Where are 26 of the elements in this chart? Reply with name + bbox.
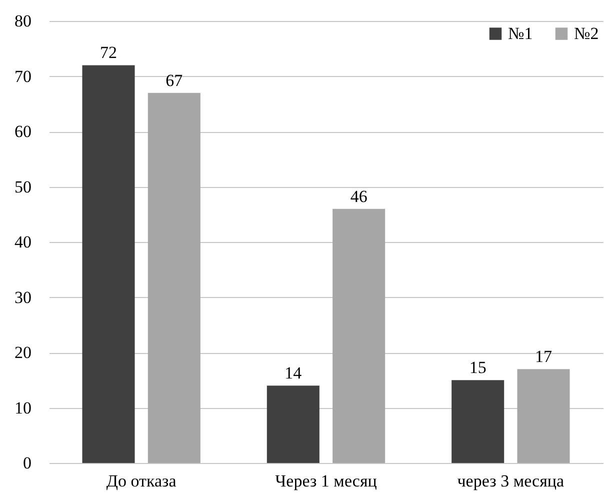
data-label: 67 — [166, 70, 184, 90]
x-tick-label: через 3 месяца — [457, 472, 565, 490]
data-label: 72 — [100, 43, 118, 62]
y-tick-label: 0 — [23, 454, 32, 472]
data-label: 17 — [534, 347, 552, 366]
bar — [452, 380, 504, 463]
bar — [332, 208, 386, 463]
legend-label: №2 — [574, 24, 599, 43]
data-label: 14 — [284, 364, 302, 383]
x-tick-label: До отказа — [106, 472, 177, 490]
y-tick-label: 60 — [14, 122, 32, 141]
data-label: 15 — [469, 358, 486, 378]
y-tick-label: 30 — [14, 288, 32, 307]
data-label: 46 — [350, 186, 368, 206]
y-tick-label: 80 — [14, 12, 32, 30]
y-tick-label: 70 — [14, 66, 32, 86]
x-tick-label: Через 1 месяц — [275, 472, 377, 490]
bar — [266, 386, 320, 463]
y-tick-label: 40 — [14, 232, 32, 252]
y-tick-label: 10 — [14, 398, 32, 418]
bar — [148, 92, 200, 463]
y-tick-label: 50 — [14, 177, 32, 196]
y-tick-label: 20 — [14, 343, 32, 362]
legend-label: №1 — [508, 24, 533, 43]
bar — [82, 65, 135, 463]
bar — [517, 369, 570, 463]
